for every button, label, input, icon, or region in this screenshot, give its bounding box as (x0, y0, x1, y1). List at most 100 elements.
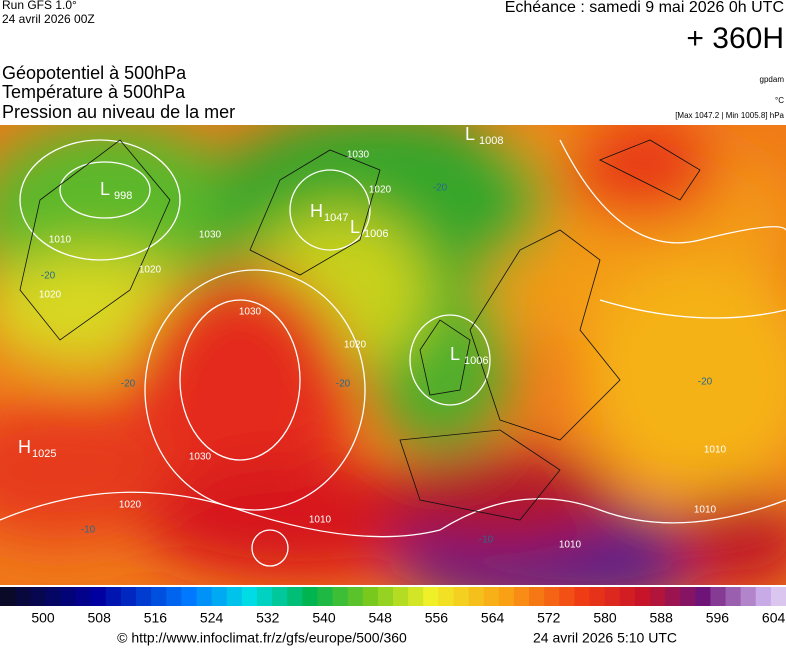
field-title: Géopotentiel à 500hPa (2, 63, 187, 83)
colorbar-swatch (272, 587, 288, 606)
colorbar-swatch (317, 587, 334, 606)
source: © http://www.infoclimat.fr/z/gfs/europe/… (117, 630, 407, 646)
colorbar-swatch (256, 587, 273, 606)
colorbar-swatch (15, 587, 31, 606)
colorbar-label: 556 (425, 610, 449, 626)
colorbar-swatch (120, 587, 137, 606)
colorbar-swatch (226, 587, 243, 606)
run-date: 24 avril 2026 00Z (2, 12, 95, 26)
isobar-label: 1020 (139, 265, 162, 276)
isobar-label: 1010 (694, 505, 717, 516)
center-letter: H (310, 201, 323, 221)
temp-label: -20 (698, 377, 713, 388)
center-letter: L (100, 179, 110, 199)
center-value: 1006 (464, 355, 488, 367)
colorbar-label: 532 (256, 610, 280, 626)
colorbar-swatch (574, 587, 590, 606)
temp-label: -20 (433, 183, 448, 194)
colorbar-swatch (695, 587, 711, 606)
isobar-label: 1010 (309, 515, 332, 526)
isobar-label: 1020 (369, 185, 392, 196)
colorbar-swatch (151, 587, 167, 606)
run-label: Run GFS 1.0° (2, 0, 77, 12)
colorbar-swatch (60, 587, 77, 606)
center-letter: H (18, 437, 31, 457)
colorbar-swatch (634, 587, 651, 606)
temp-label: -10 (479, 535, 494, 546)
colorbar-swatch (75, 587, 92, 606)
colorbar-label: 596 (706, 610, 730, 626)
isobar-label: 1030 (199, 230, 222, 241)
colorbar-swatch (105, 587, 122, 606)
center-letter: L (465, 124, 475, 144)
temp-label: -20 (336, 379, 351, 390)
colorbar-swatch (725, 587, 742, 606)
colorbar-label: 524 (200, 610, 224, 626)
colorbar-swatch (30, 587, 46, 606)
colorbar-label: 564 (481, 610, 505, 626)
colorbar-swatch (498, 587, 515, 606)
colorbar-swatch (377, 587, 394, 606)
temp-label: -20 (121, 379, 136, 390)
colorbar-swatch (468, 587, 485, 606)
colorbar-label: 540 (312, 610, 336, 626)
colorbar-label: 604 (762, 610, 786, 626)
colorbar-swatch (211, 587, 228, 606)
colorbar-swatch (453, 587, 470, 606)
isobar-label: 1010 (49, 235, 72, 246)
colorbar-swatch (362, 587, 379, 606)
unit: °C (775, 96, 784, 105)
colorbar-swatch (302, 587, 318, 606)
colorbar-swatch (136, 587, 152, 606)
colorbar-swatch (438, 587, 454, 606)
colorbar-swatch (347, 587, 364, 606)
center-value: 1025 (32, 448, 56, 460)
isobar-label: 1010 (704, 445, 727, 456)
colorbar (0, 587, 786, 606)
colorbar-swatch (665, 587, 681, 606)
field-title: Pression au niveau de la mer (2, 102, 235, 122)
colorbar-swatch (740, 587, 757, 606)
center-value: 1008 (479, 135, 503, 147)
isobar-label: 1030 (189, 452, 212, 463)
range: [Max 1047.2 | Min 1005.8] hPa (675, 111, 784, 120)
temp-label: -10 (81, 525, 96, 536)
colorbar-swatch (423, 587, 439, 606)
colorbar-swatch (241, 587, 258, 606)
colorbar-label: 516 (144, 610, 168, 626)
colorbar-swatch (287, 587, 303, 606)
isobar-label: 1010 (559, 540, 582, 551)
colorbar-swatch (604, 587, 621, 606)
colorbar-swatch (619, 587, 636, 606)
colorbar-label: 508 (88, 610, 112, 626)
colorbar-swatch (181, 587, 197, 606)
colorbar-swatch (559, 587, 575, 606)
colorbar-label: 572 (537, 610, 561, 626)
isobar-label: 1030 (347, 150, 370, 161)
isobar-label: 1020 (344, 340, 367, 351)
unit: gpdam (760, 75, 785, 84)
valid-time: Echéance : samedi 9 mai 2026 0h UTC (505, 0, 784, 16)
colorbar-swatch (45, 587, 61, 606)
temp-label: -20 (41, 271, 56, 282)
isobar-label: 1020 (39, 290, 62, 301)
colorbar-swatch (680, 587, 696, 606)
colorbar-swatch (649, 587, 666, 606)
colorbar-swatch (770, 587, 786, 606)
colorbar-label: 500 (31, 610, 55, 626)
colorbar-swatch (483, 587, 500, 606)
colorbar-swatch (0, 587, 16, 606)
colorbar-swatch (544, 587, 560, 606)
colorbar-swatch (393, 587, 409, 606)
map (0, 125, 786, 585)
lead-time: + 360H (686, 22, 784, 55)
center-value: 1006 (364, 228, 388, 240)
colorbar-label: 580 (593, 610, 617, 626)
isobar-label: 1030 (239, 307, 262, 318)
colorbar-swatch (529, 587, 545, 606)
colorbar-swatch (196, 587, 213, 606)
center-value: 1047 (324, 212, 348, 224)
colorbar-swatch (408, 587, 424, 606)
colorbar-swatch (589, 587, 606, 606)
